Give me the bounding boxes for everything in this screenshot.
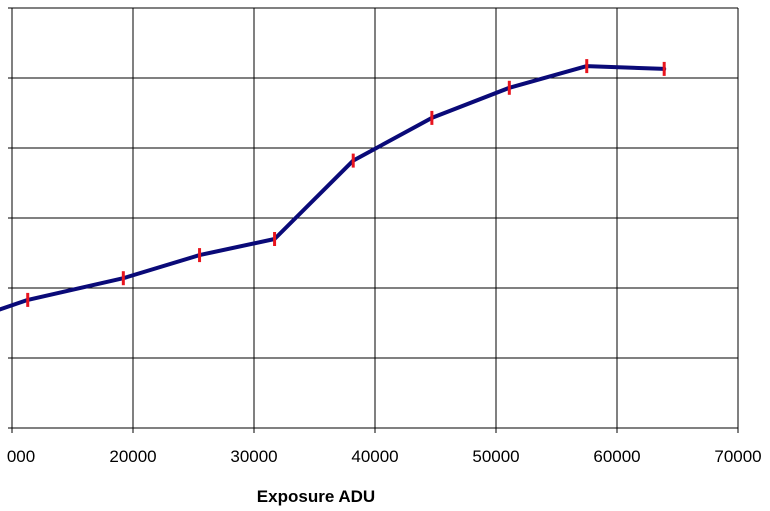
x-tick-label: 30000 xyxy=(230,447,277,466)
x-tick-label: 60000 xyxy=(593,447,640,466)
x-tick-label: 000 xyxy=(7,447,35,466)
grid xyxy=(8,7,739,433)
x-tick-label: 40000 xyxy=(351,447,398,466)
x-tick-label: 70000 xyxy=(714,447,761,466)
series-line xyxy=(0,64,667,312)
x-axis-title: Exposure ADU xyxy=(257,487,375,506)
x-tick-labels: 000 20000 30000 40000 50000 60000 70000 xyxy=(7,447,762,466)
x-tick-label: 50000 xyxy=(472,447,519,466)
x-tick-label: 20000 xyxy=(109,447,156,466)
plot-area xyxy=(0,59,667,312)
